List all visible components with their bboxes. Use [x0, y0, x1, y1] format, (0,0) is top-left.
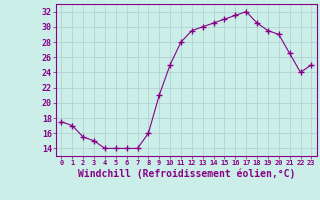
X-axis label: Windchill (Refroidissement éolien,°C): Windchill (Refroidissement éolien,°C) — [78, 169, 295, 179]
